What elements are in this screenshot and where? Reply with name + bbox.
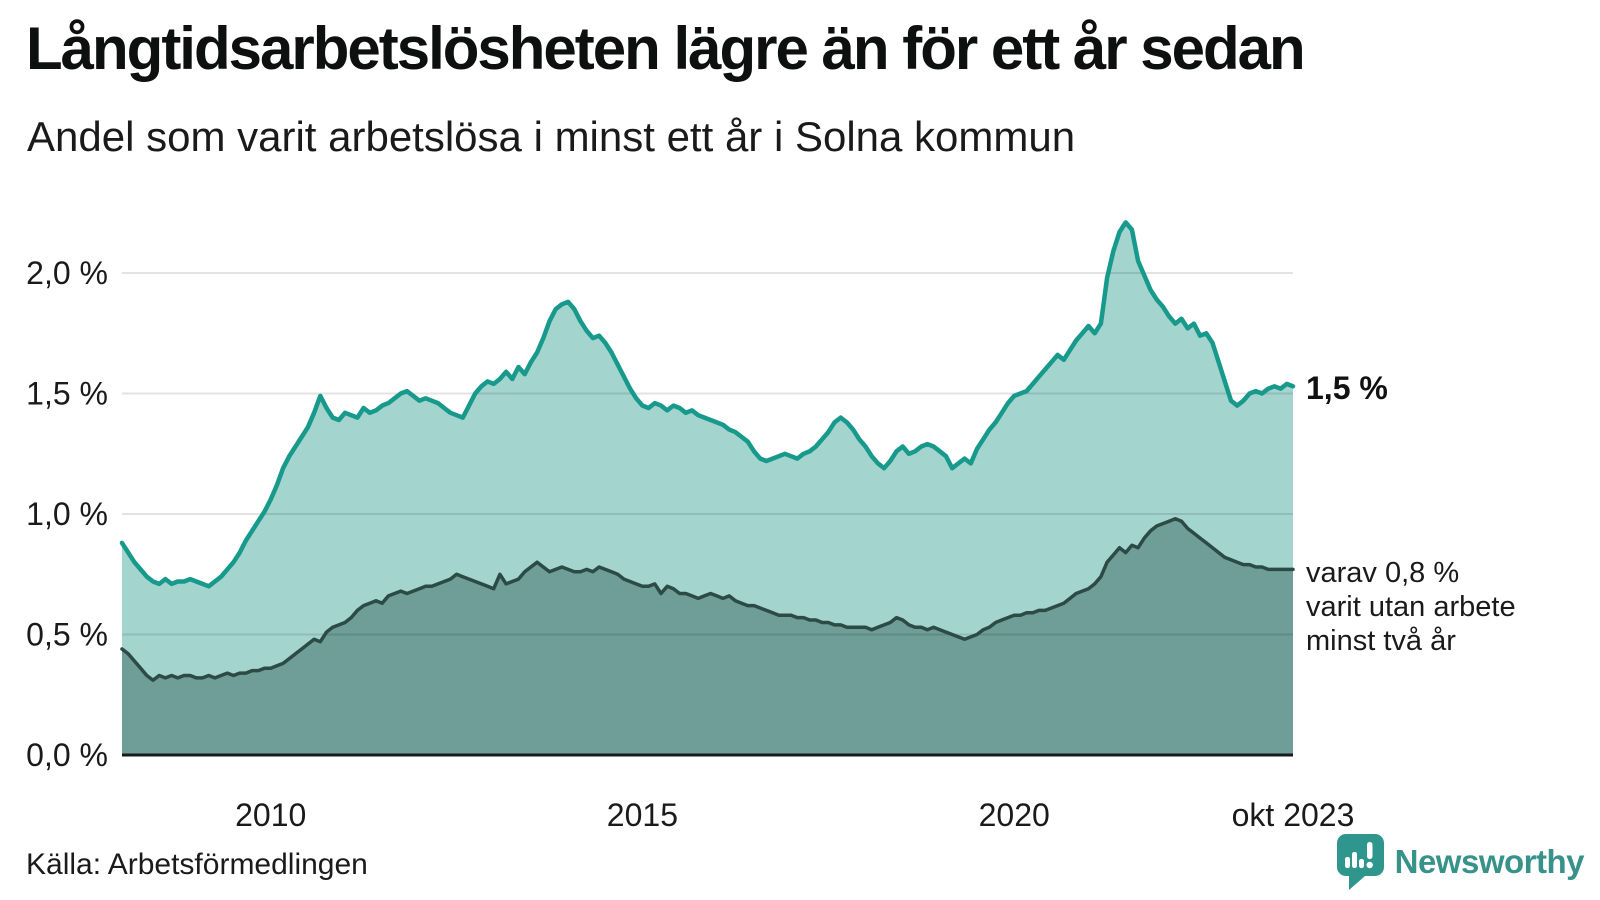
latest-value-label: 1,5 % — [1306, 370, 1388, 406]
y-tick-label: 1,0 % — [26, 496, 108, 532]
newsworthy-logo: Newsworthy — [1336, 834, 1585, 890]
x-tick-label: 2020 — [979, 797, 1050, 833]
x-tick-label: 2015 — [607, 797, 678, 833]
two-year-breakdown-label: varav 0,8 % varit utan arbete minst två … — [1306, 557, 1516, 657]
y-tick-label: 2,0 % — [26, 255, 108, 291]
x-tick-label: okt 2023 — [1232, 797, 1355, 833]
speech-bubble-bar-chart-icon — [1336, 834, 1384, 890]
series-line-one-year — [119, 220, 1296, 589]
y-tick-label: 0,5 % — [26, 617, 108, 653]
chart-title: Långtidsarbetslösheten lägre än för ett … — [26, 15, 1306, 82]
chart-subtitle: Andel som varit arbetslösa i minst ett å… — [27, 113, 1076, 160]
y-tick-label: 1,5 % — [26, 376, 108, 412]
newsworthy-wordmark: Newsworthy — [1394, 843, 1585, 880]
x-tick-label: 2010 — [235, 797, 306, 833]
series-line-two-years — [120, 517, 1295, 683]
area-fill-series-1 — [122, 518, 1293, 755]
y-tick-label: 0,0 % — [26, 737, 108, 773]
source-credit: Källa: Arbetsförmedlingen — [26, 848, 368, 881]
